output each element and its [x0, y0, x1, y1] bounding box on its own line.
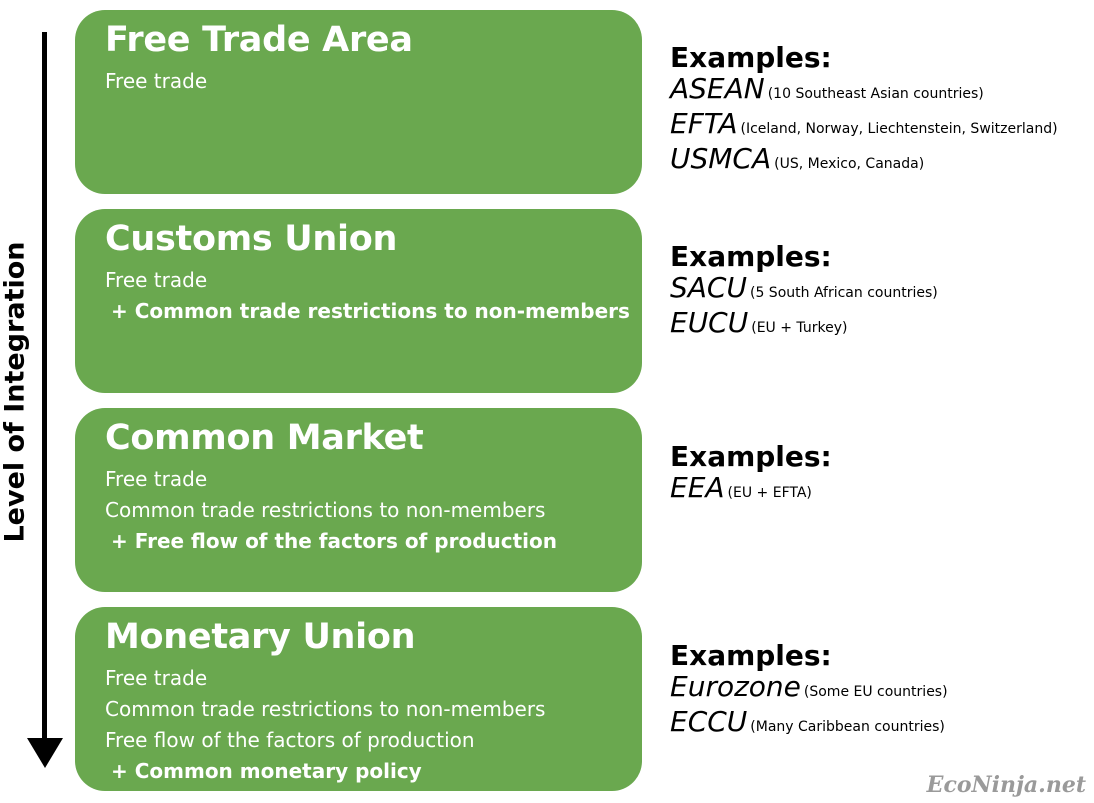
example-name: USMCA — [670, 142, 772, 175]
stage-box-customs-union: Customs Union Free trade + Common trade … — [75, 209, 642, 393]
example-item: ASEAN (10 Southeast Asian countries) — [670, 74, 1090, 109]
example-desc: (Iceland, Norway, Liechtenstein, Switzer… — [740, 121, 1058, 137]
examples-heading: Examples: — [670, 41, 832, 74]
example-item: EEA (EU + EFTA) — [670, 473, 1090, 508]
example-desc: (Some EU countries) — [803, 684, 948, 700]
examples-heading: Examples: — [670, 240, 832, 273]
stage-title: Customs Union — [105, 219, 398, 259]
stage-title: Free Trade Area — [105, 20, 413, 60]
example-name: EEA — [670, 471, 725, 504]
stage-feature: Common trade restrictions to non-members — [105, 697, 546, 721]
example-name: EFTA — [670, 107, 738, 140]
examples-customs-union: Examples: SACU (5 South African countries… — [670, 242, 1090, 343]
example-desc: (Many Caribbean countries) — [750, 719, 945, 735]
example-name: SACU — [670, 271, 747, 304]
integration-axis-line — [42, 32, 47, 744]
stage-feature: Free trade — [105, 666, 208, 690]
example-item: EFTA (Iceland, Norway, Liechtenstein, Swi… — [670, 109, 1090, 144]
examples-heading: Examples: — [670, 639, 832, 672]
axis-label: Level of Integration — [0, 241, 31, 543]
stage-box-free-trade-area: Free Trade Area Free trade — [75, 10, 642, 194]
stage-box-common-market: Common Market Free trade Common trade re… — [75, 408, 642, 592]
example-desc: (EU + EFTA) — [727, 485, 812, 501]
stage-feature: Free flow of the factors of production — [105, 728, 475, 752]
example-name: Eurozone — [670, 670, 801, 703]
example-desc: (EU + Turkey) — [751, 320, 848, 336]
examples-heading: Examples: — [670, 440, 832, 473]
stage-added-feature: + Common monetary policy — [111, 759, 422, 783]
stage-box-monetary-union: Monetary Union Free trade Common trade r… — [75, 607, 642, 791]
example-item: SACU (5 South African countries) — [670, 273, 1090, 308]
stage-feature: Free trade — [105, 268, 208, 292]
stage-title: Common Market — [105, 418, 424, 458]
example-item: Eurozone (Some EU countries) — [670, 672, 1090, 707]
examples-common-market: Examples: EEA (EU + EFTA) — [670, 442, 1090, 508]
examples-monetary-union: Examples: Eurozone (Some EU countries) EC… — [670, 641, 1090, 742]
stage-title: Monetary Union — [105, 617, 416, 657]
stage-added-feature: + Free flow of the factors of production — [111, 529, 558, 553]
example-desc: (5 South African countries) — [749, 285, 938, 301]
stage-feature: Common trade restrictions to non-members — [105, 498, 546, 522]
example-desc: (10 Southeast Asian countries) — [767, 86, 984, 102]
stage-added-feature: + Common trade restrictions to non-membe… — [111, 299, 630, 323]
examples-free-trade-area: Examples: ASEAN (10 Southeast Asian count… — [670, 43, 1090, 179]
example-name: ECCU — [670, 705, 748, 738]
econinja-watermark: EcoNinja.net — [926, 772, 1086, 798]
stage-feature: Free trade — [105, 69, 208, 93]
example-item: EUCU (EU + Turkey) — [670, 308, 1090, 343]
stage-feature: Free trade — [105, 467, 208, 491]
example-desc: (US, Mexico, Canada) — [774, 156, 925, 172]
example-name: EUCU — [670, 306, 749, 339]
example-name: ASEAN — [670, 72, 765, 105]
example-item: USMCA (US, Mexico, Canada) — [670, 144, 1090, 179]
example-item: ECCU (Many Caribbean countries) — [670, 707, 1090, 742]
integration-axis-arrowhead — [27, 738, 63, 768]
